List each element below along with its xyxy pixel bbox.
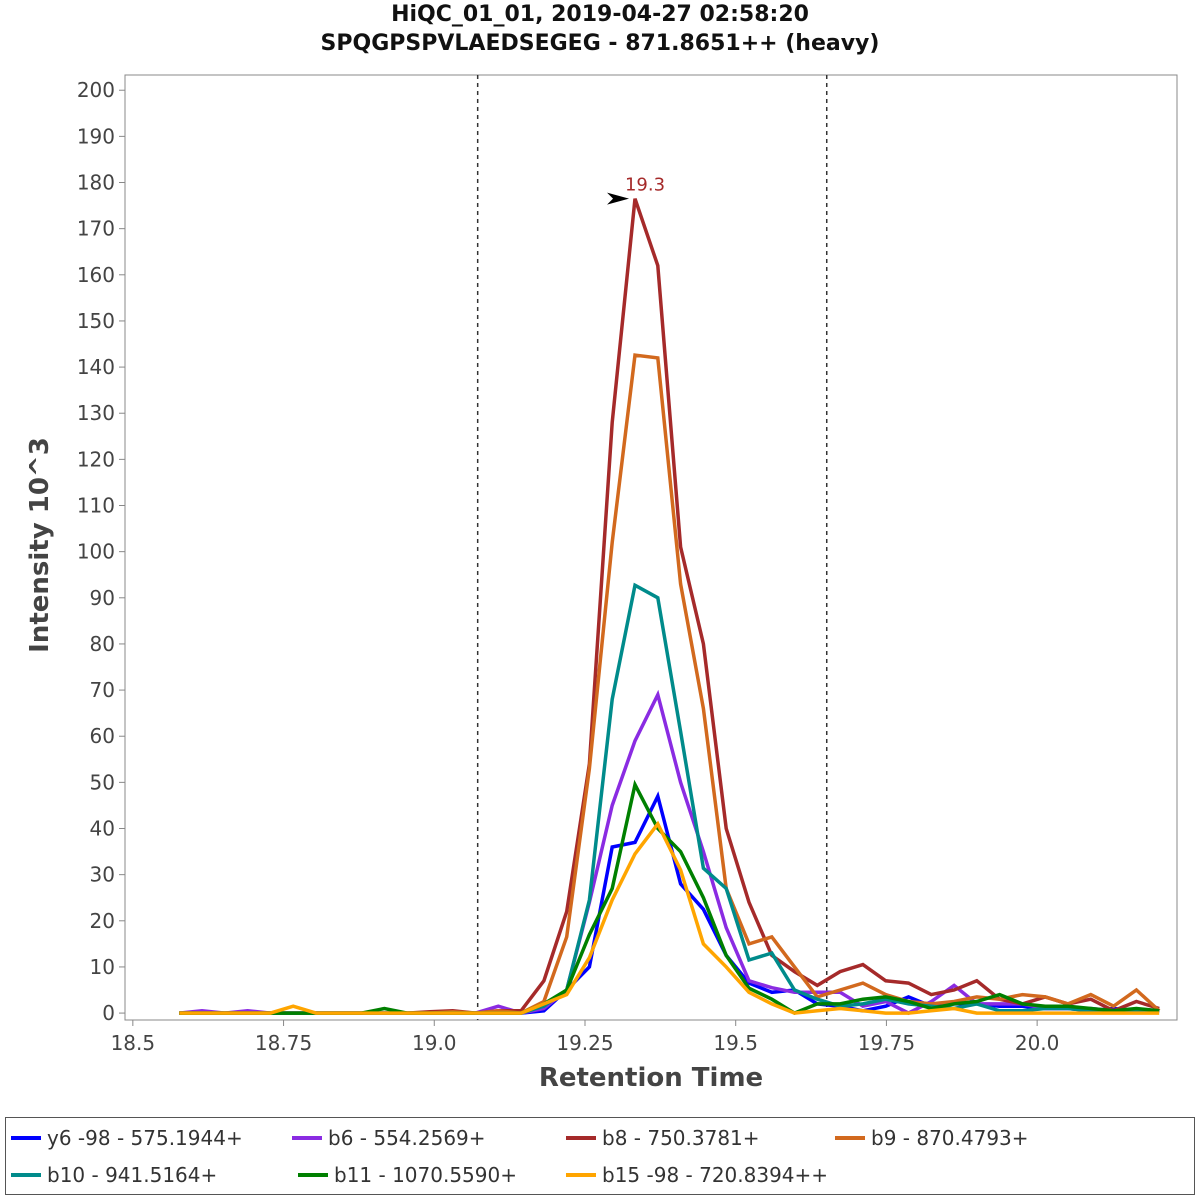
legend: y6 -98 - 575.1944+ b6 - 554.2569+ b8 - 750… bbox=[5, 1117, 1195, 1195]
x-tick-label: 19.5 bbox=[713, 1031, 758, 1055]
y-tick-label: 20 bbox=[90, 909, 115, 933]
y-tick-label: 70 bbox=[90, 678, 115, 702]
chart-title: HiQC_01_01, 2019-04-27 02:58:20 bbox=[391, 2, 809, 27]
legend-swatch bbox=[11, 1136, 41, 1140]
y-tick-label: 10 bbox=[90, 955, 115, 979]
legend-item: y6 -98 - 575.1944+ bbox=[11, 1126, 243, 1150]
chart-subtitle: SPQGPSPVLAEDSEGEG - 871.8651++ (heavy) bbox=[320, 31, 880, 56]
legend-label: b11 - 1070.5590+ bbox=[334, 1163, 517, 1187]
y-tick-label: 150 bbox=[77, 309, 115, 333]
legend-item: b11 - 1070.5590+ bbox=[298, 1163, 517, 1187]
y-tick-label: 60 bbox=[90, 724, 115, 748]
y-tick-label: 190 bbox=[77, 124, 115, 148]
x-tick-label: 18.75 bbox=[255, 1031, 312, 1055]
y-tick-label: 120 bbox=[77, 447, 115, 471]
y-tick-label: 0 bbox=[102, 1001, 115, 1025]
legend-item: b6 - 554.2569+ bbox=[292, 1126, 486, 1150]
legend-item: b8 - 750.3781+ bbox=[566, 1126, 760, 1150]
x-tick-label: 19.25 bbox=[556, 1031, 613, 1055]
y-tick-label: 90 bbox=[90, 586, 115, 610]
peak-label: 19.3 bbox=[625, 175, 665, 196]
y-tick-label: 30 bbox=[90, 863, 115, 887]
y-tick-label: 180 bbox=[77, 171, 115, 195]
legend-item: b15 -98 - 720.8394++ bbox=[566, 1163, 828, 1187]
x-tick-label: 19.75 bbox=[858, 1031, 915, 1055]
y-tick-label: 200 bbox=[77, 78, 115, 102]
y-tick-label: 160 bbox=[77, 263, 115, 287]
legend-label: y6 -98 - 575.1944+ bbox=[47, 1126, 243, 1150]
x-tick-label: 18.5 bbox=[111, 1031, 156, 1055]
legend-swatch bbox=[11, 1173, 41, 1177]
peak-arrow-icon bbox=[607, 192, 630, 205]
legend-swatch bbox=[292, 1136, 322, 1140]
plot-area bbox=[124, 74, 1178, 1021]
y-tick-label: 80 bbox=[90, 632, 115, 656]
legend-swatch bbox=[835, 1136, 865, 1140]
legend-label: b8 - 750.3781+ bbox=[602, 1126, 760, 1150]
legend-label: b10 - 941.5164+ bbox=[47, 1163, 218, 1187]
x-tick-label: 20.0 bbox=[1015, 1031, 1060, 1055]
y-tick-label: 100 bbox=[77, 540, 115, 564]
y-tick-label: 170 bbox=[77, 217, 115, 241]
legend-label: b15 -98 - 720.8394++ bbox=[602, 1163, 829, 1187]
legend-swatch bbox=[298, 1173, 328, 1177]
legend-label: b6 - 554.2569+ bbox=[328, 1126, 486, 1150]
legend-item: b10 - 941.5164+ bbox=[11, 1163, 217, 1187]
y-tick-label: 40 bbox=[90, 817, 115, 841]
y-tick-label: 50 bbox=[90, 770, 115, 794]
legend-swatch bbox=[566, 1136, 596, 1140]
legend-item: b9 - 870.4793+ bbox=[835, 1126, 1029, 1150]
x-axis-label: Retention Time bbox=[538, 1063, 764, 1093]
legend-label: b9 - 870.4793+ bbox=[871, 1126, 1029, 1150]
y-axis-label: Intensity 10^3 bbox=[25, 437, 55, 653]
legend-swatch bbox=[566, 1173, 596, 1177]
y-tick-label: 130 bbox=[77, 401, 115, 425]
y-tick-label: 140 bbox=[77, 355, 115, 379]
x-tick-label: 19.0 bbox=[412, 1031, 457, 1055]
series-line-b15 bbox=[179, 820, 1160, 1015]
y-tick-label: 110 bbox=[77, 494, 115, 518]
